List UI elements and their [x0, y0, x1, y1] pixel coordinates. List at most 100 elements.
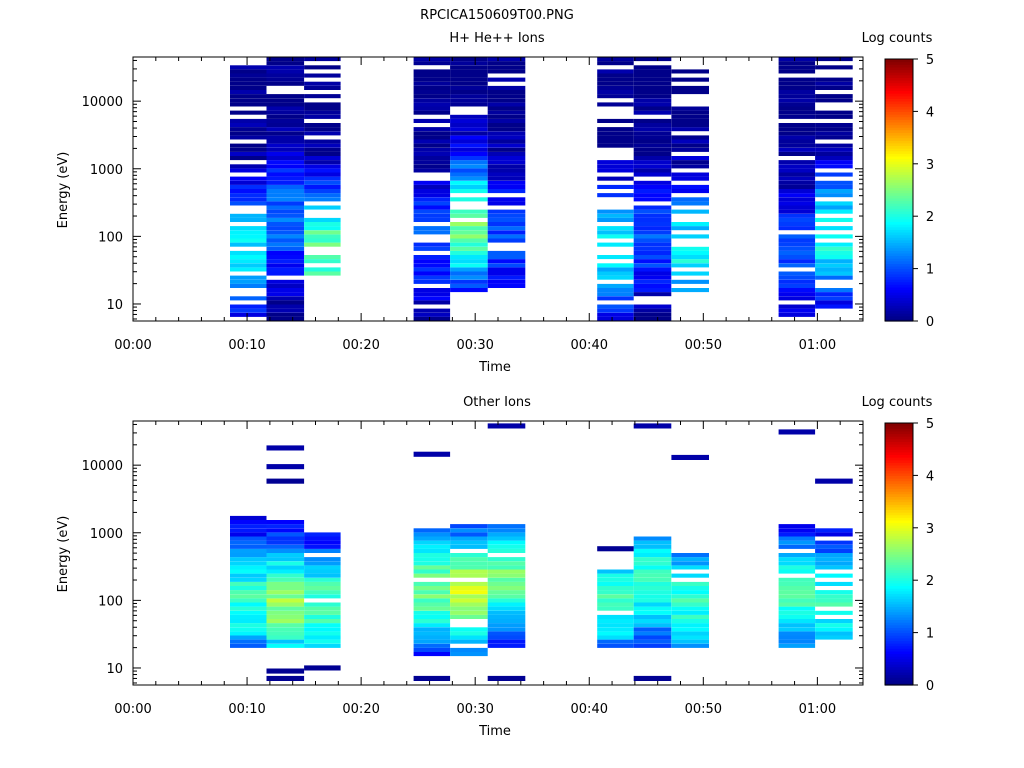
heatmap-cell [815, 590, 853, 595]
energy-sweep [266, 520, 305, 648]
heatmap-cell [633, 90, 672, 95]
heatmap-cell [413, 263, 451, 268]
heatmap-cell [597, 164, 634, 169]
colorbar-segment [885, 650, 913, 655]
heatmap-cell [450, 143, 488, 148]
heatmap-cell [487, 263, 526, 268]
heatmap-cell [487, 259, 526, 264]
heatmap-cell [450, 156, 488, 161]
heatmap-cell [597, 631, 634, 636]
heatmap-cell [450, 267, 488, 272]
heatmap-cell [633, 557, 672, 562]
heatmap-cell [450, 573, 488, 578]
heatmap-cell [413, 102, 451, 107]
heatmap-cell [266, 520, 305, 525]
heatmap-cell [597, 288, 634, 293]
heatmap-cell [671, 557, 709, 562]
heatmap-cell [633, 242, 672, 247]
colorbar-segment [885, 252, 913, 257]
heatmap-cell [633, 312, 672, 317]
heatmap-cell [815, 184, 853, 189]
colorbar-segment [885, 525, 913, 529]
heatmap-cell [671, 90, 709, 95]
heatmap-cell [413, 160, 451, 165]
heatmap-cell [266, 675, 305, 681]
colorbar-segment [885, 187, 913, 191]
heatmap-cell [778, 65, 816, 70]
heatmap-cell [413, 143, 451, 148]
colorbar-border [884, 422, 914, 686]
colorbar-segment [885, 666, 913, 670]
colorbar-segment [885, 512, 913, 516]
colorbar-segment [885, 163, 913, 168]
heatmap-cell [230, 520, 267, 525]
heatmap-cell [304, 114, 341, 119]
heatmap-cell [450, 184, 488, 189]
heatmap-cell [266, 246, 305, 251]
heatmap-cell [230, 81, 267, 86]
heatmap-cell [304, 242, 341, 247]
colorbar-segment [885, 514, 913, 518]
energy-sweep [413, 528, 451, 657]
heatmap-cell [304, 156, 341, 161]
heatmap-cell [778, 312, 816, 317]
heatmap-cell [778, 90, 816, 95]
colorbar-segment [885, 93, 913, 97]
heatmap-cell [778, 581, 816, 586]
heatmap-cell [266, 61, 305, 66]
heatmap-cell [304, 168, 341, 173]
heatmap-cell [487, 160, 526, 165]
heatmap-cell [597, 160, 634, 165]
heatmap-cell [413, 135, 451, 140]
heatmap-cell [450, 544, 488, 549]
heatmap-cell [487, 102, 526, 107]
heatmap-cell [487, 131, 526, 136]
heatmap-cell [450, 255, 488, 260]
heatmap-cell [671, 619, 709, 624]
heatmap-cell [413, 106, 451, 111]
colorbar-segment [885, 77, 913, 81]
heatmap-cell [304, 238, 341, 243]
heatmap-cell [633, 85, 672, 90]
heatmap-cell [633, 635, 672, 640]
heatmap-cell [450, 98, 488, 103]
heatmap-cell [815, 561, 853, 566]
heatmap-cell [815, 65, 853, 70]
heatmap-cell [413, 226, 451, 231]
colorbar-segment [885, 485, 913, 490]
heatmap-cell [778, 143, 816, 148]
colorbar-segment [885, 297, 913, 301]
colorbar-segment [885, 436, 913, 440]
heatmap-cell [778, 544, 816, 549]
heatmap-cell [633, 250, 672, 255]
heatmap-cell [597, 118, 634, 123]
heatmap-cell [597, 90, 634, 95]
heatmap-cell [815, 81, 853, 86]
heatmap-cell [778, 180, 816, 185]
heatmap-cell [597, 602, 634, 607]
heatmap-cell [413, 292, 451, 297]
heatmap-cell [304, 590, 341, 595]
heatmap-cell [266, 127, 305, 132]
heatmap-cell [487, 532, 526, 537]
heatmap-cell [230, 65, 267, 70]
colorbar-segment [885, 90, 913, 94]
heatmap-cell [304, 606, 341, 611]
heatmap-cell [304, 102, 341, 107]
colorbar-segment [885, 137, 913, 141]
heatmap-cell [778, 69, 816, 74]
colorbar-segment [885, 679, 913, 683]
heatmap-cell [633, 197, 672, 202]
heatmap-cell [230, 250, 267, 255]
heatmap-cell [633, 184, 672, 189]
heatmap-cell [778, 296, 816, 301]
heatmap-cell [671, 184, 709, 189]
colorbar-segment [885, 106, 913, 110]
colorbar-segment [885, 433, 913, 437]
heatmap-cell [487, 57, 526, 62]
heatmap-cell [815, 250, 853, 255]
heatmap-cell [487, 189, 526, 194]
heatmap-cell [304, 65, 341, 70]
heatmap-cell [450, 594, 488, 599]
colorbar-segment [885, 203, 913, 207]
